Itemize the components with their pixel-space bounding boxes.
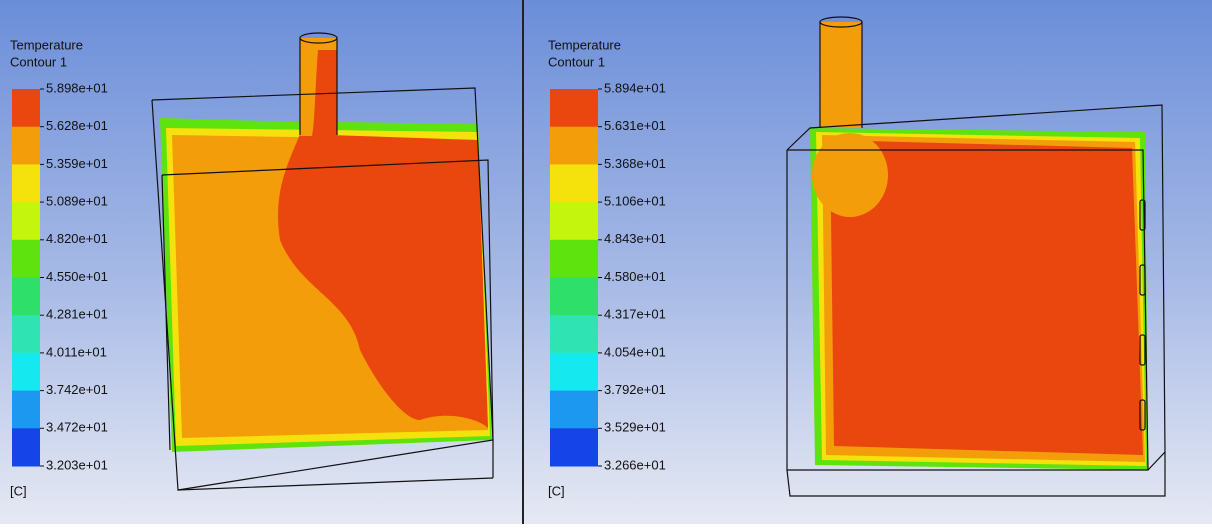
legend-title: Temperature xyxy=(10,37,83,52)
legend-label: 5.368e+01 xyxy=(604,156,666,171)
legend-label: 4.843e+01 xyxy=(604,231,666,246)
legend-label: 5.359e+01 xyxy=(46,156,108,171)
legend-label: 4.550e+01 xyxy=(46,269,108,284)
legend-label: 4.281e+01 xyxy=(46,307,108,322)
legend-band xyxy=(550,391,598,429)
legend-label: 4.820e+01 xyxy=(46,231,108,246)
legend-unit: [C] xyxy=(548,483,565,498)
legend-band xyxy=(550,278,598,316)
legend-title: Contour 1 xyxy=(548,54,605,69)
legend-label: 3.529e+01 xyxy=(604,420,666,435)
legend-band xyxy=(12,428,40,466)
legend-label: 5.628e+01 xyxy=(46,118,108,133)
legend-label: 5.089e+01 xyxy=(46,194,108,209)
legend-band xyxy=(550,240,598,278)
legend-label: 5.631e+01 xyxy=(604,118,666,133)
legend-band xyxy=(12,391,40,429)
legend-band xyxy=(550,202,598,240)
legend-label: 4.317e+01 xyxy=(604,307,666,322)
legend-band xyxy=(12,278,40,316)
screenshot: Temperature Contour 1 5.898e+01 5.628e+01 5.… xyxy=(0,0,1212,524)
legend-band xyxy=(550,89,598,127)
legend-title: Contour 1 xyxy=(10,54,67,69)
legend-band xyxy=(550,164,598,202)
legend-label: 5.898e+01 xyxy=(46,80,108,95)
legend-band xyxy=(12,353,40,391)
legend-band xyxy=(550,315,598,353)
legend-band xyxy=(550,127,598,165)
legend-band xyxy=(12,202,40,240)
divider xyxy=(522,0,524,524)
legend-label: 4.580e+01 xyxy=(604,269,666,284)
legend-label: 3.472e+01 xyxy=(46,420,108,435)
legend-label: 3.742e+01 xyxy=(46,382,108,397)
legend-band xyxy=(550,428,598,466)
legend-band xyxy=(12,315,40,353)
legend-label: 4.011e+01 xyxy=(46,344,107,359)
page: Temperature Contour 1 5.898e+01 5.628e+01 5.… xyxy=(0,0,1212,524)
legend-band xyxy=(550,353,598,391)
legend-label: 3.792e+01 xyxy=(604,382,666,397)
legend-band xyxy=(12,240,40,278)
legend-unit: [C] xyxy=(10,483,27,498)
legend-label: 5.894e+01 xyxy=(604,80,666,95)
legend-label: 4.054e+01 xyxy=(604,344,666,359)
legend-band xyxy=(12,164,40,202)
legend-band xyxy=(12,89,40,127)
legend-label: 5.106e+01 xyxy=(604,194,666,209)
legend-band xyxy=(12,127,40,165)
legend-label: 3.266e+01 xyxy=(604,457,666,472)
legend-title: Temperature xyxy=(548,37,621,52)
legend-label: 3.203e+01 xyxy=(46,457,108,472)
